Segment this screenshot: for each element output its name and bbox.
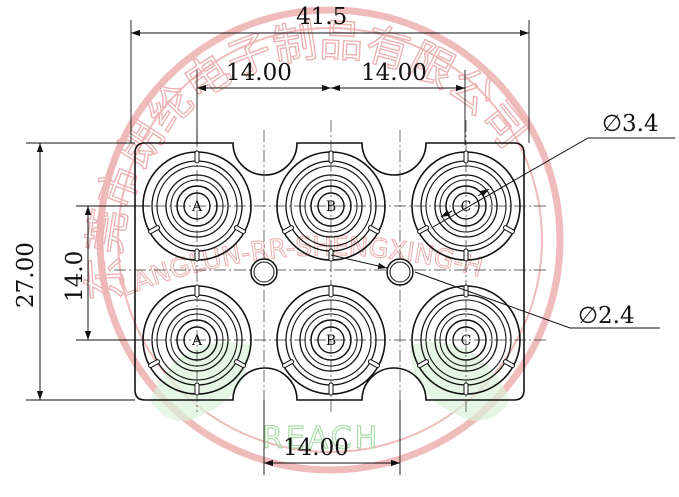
jack-notch	[367, 359, 380, 369]
jack-ring	[439, 313, 493, 367]
jack-notch	[282, 225, 295, 235]
jack-ring	[156, 299, 238, 381]
jack-notch	[148, 359, 161, 369]
jack-notch	[502, 359, 515, 369]
jack-notch	[194, 382, 200, 396]
dim-top-pitch-right: 14.00	[361, 60, 427, 86]
jack-notch	[417, 359, 430, 369]
small-hole-right-inner	[389, 261, 411, 283]
jack-notch	[233, 225, 246, 235]
jack-notch	[463, 382, 469, 396]
jack-ring	[304, 313, 358, 367]
jack-notch	[328, 284, 334, 298]
jack-notch	[417, 225, 430, 235]
jack-ring	[445, 319, 487, 361]
jack-label: A	[191, 199, 203, 215]
jack-ring	[434, 174, 498, 238]
jack-ring	[310, 185, 352, 227]
dim-overall-width: 41.5	[296, 4, 347, 30]
jack-ring	[176, 185, 218, 227]
jack-1: A	[142, 150, 252, 262]
dim-top-pitch-left: 14.00	[226, 60, 292, 86]
connector-body-outline	[134, 142, 525, 401]
dim-small-hole: ∅2.4	[578, 303, 635, 329]
leader-lines	[330, 137, 675, 329]
jack-notch	[463, 248, 469, 262]
jack-ring	[165, 174, 229, 238]
jack-notch	[463, 150, 469, 164]
watermark-inner-ring	[117, 27, 543, 453]
jack-ring	[170, 179, 224, 233]
small-hole-right	[386, 258, 414, 286]
jack-ring	[165, 308, 229, 372]
jack-notch	[194, 284, 200, 298]
watermark-reach-text: REACH	[262, 421, 380, 456]
jack-ring	[290, 299, 372, 381]
dim-row-pitch: 14.0	[62, 251, 88, 302]
jack-label: C	[461, 333, 472, 349]
jack-label: A	[191, 333, 203, 349]
jack-notch	[148, 225, 161, 235]
jack-notch	[282, 359, 295, 369]
jack-ring	[176, 319, 218, 361]
jack-6: C	[411, 284, 521, 396]
jack-grid: A B C A B C	[142, 150, 521, 396]
jack-ring	[317, 192, 345, 220]
jack-notch	[328, 382, 334, 396]
jack-notch	[328, 150, 334, 164]
jack-ring	[310, 319, 352, 361]
jack-label: C	[461, 199, 472, 215]
jack-ring	[452, 326, 480, 354]
jack-ring	[317, 326, 345, 354]
jack-ring	[425, 299, 507, 381]
jack-notch	[194, 248, 200, 262]
dim-bottom-pitch: 14.00	[283, 435, 349, 461]
jack-ring	[304, 179, 358, 233]
small-hole-left-inner	[253, 261, 275, 283]
watermark-leaf-right	[410, 342, 510, 421]
jack-notch	[233, 359, 246, 369]
leader-large-hole	[432, 137, 675, 228]
jack-ring	[445, 185, 487, 227]
jack-ring	[439, 179, 493, 233]
jack-ring	[434, 308, 498, 372]
watermark-outer-ring	[96, 6, 564, 474]
leader-small-hole	[414, 271, 660, 329]
jack-ring	[452, 192, 480, 220]
watermark-leaf-left	[150, 342, 250, 421]
jack-ring	[299, 308, 363, 372]
jack-ring	[170, 313, 224, 367]
jack-ring	[299, 174, 363, 238]
dim-overall-height: 27.00	[13, 242, 39, 308]
jack-ring	[290, 165, 372, 247]
jack-notch	[367, 225, 380, 235]
jack-ring	[183, 192, 211, 220]
jack-3: C	[411, 150, 521, 262]
dim-large-hole: ∅3.4	[602, 111, 659, 137]
jack-notch	[194, 150, 200, 164]
jack-ring	[156, 165, 238, 247]
jack-label: B	[326, 199, 336, 215]
small-hole-left	[250, 258, 278, 286]
dimension-lines	[36, 29, 529, 467]
jack-ring	[425, 165, 507, 247]
jack-ring	[183, 326, 211, 354]
jack-notch	[502, 225, 515, 235]
jack-2: B	[276, 150, 386, 262]
jack-label: B	[326, 333, 336, 349]
jack-5: B	[276, 284, 386, 396]
